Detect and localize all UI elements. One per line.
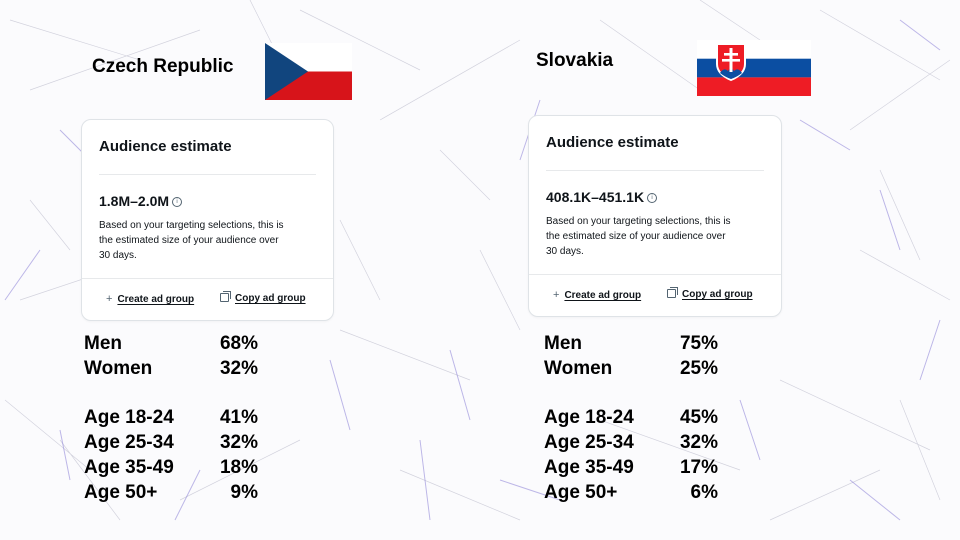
audience-estimate-card-slovakia: Audience estimate 408.1K–451.1K i Based o… bbox=[528, 115, 782, 317]
stat-value: 32% bbox=[219, 432, 258, 453]
stat-value: 75% bbox=[679, 333, 718, 354]
country-name-czech: Czech Republic bbox=[92, 56, 234, 77]
create-ad-group-label: Create ad group bbox=[564, 290, 642, 301]
copy-ad-group-label: Copy ad group bbox=[235, 293, 306, 304]
audience-estimate-card-czech: Audience estimate 1.8M–2.0M i Based on yo… bbox=[81, 119, 334, 321]
stat-label: Women bbox=[84, 358, 153, 379]
stat-label: Age 50+ bbox=[84, 482, 158, 503]
stat-label: Men bbox=[84, 333, 122, 354]
copy-icon bbox=[667, 287, 678, 298]
card-title: Audience estimate bbox=[99, 138, 232, 155]
stat-label: Age 35-49 bbox=[544, 457, 634, 478]
audience-range: 408.1K–451.1K i bbox=[546, 189, 658, 205]
stat-label: Age 18-24 bbox=[84, 407, 174, 428]
card-footer-divider bbox=[529, 274, 781, 275]
copy-icon bbox=[220, 291, 231, 302]
stat-value: 18% bbox=[219, 457, 258, 478]
country-name-slovakia: Slovakia bbox=[536, 50, 614, 71]
create-ad-group-button[interactable]: + Create ad group bbox=[553, 289, 641, 301]
copy-ad-group-label: Copy ad group bbox=[682, 289, 753, 300]
demographics-czech: Men 68% Women 32% Age 18-24 41% Age 25-3… bbox=[84, 333, 260, 513]
stat-value: 68% bbox=[219, 333, 258, 354]
info-icon[interactable]: i bbox=[172, 197, 183, 207]
audience-range-value: 408.1K–451.1K bbox=[546, 189, 645, 205]
audience-range: 1.8M–2.0M i bbox=[99, 193, 183, 209]
stat-value: 41% bbox=[219, 407, 258, 428]
stat-value: 17% bbox=[679, 457, 718, 478]
info-icon[interactable]: i bbox=[647, 193, 658, 203]
card-divider bbox=[546, 170, 764, 171]
stat-label: Age 35-49 bbox=[84, 457, 174, 478]
slovak-flag-icon bbox=[697, 40, 811, 96]
demographics-slovakia: Men 75% Women 25% Age 18-24 45% Age 25-3… bbox=[544, 333, 720, 513]
stat-value: 9% bbox=[230, 482, 258, 503]
czech-flag-icon bbox=[265, 43, 352, 100]
stat-label: Age 50+ bbox=[544, 482, 618, 503]
create-ad-group-button[interactable]: + Create ad group bbox=[106, 293, 194, 305]
copy-ad-group-button[interactable]: Copy ad group bbox=[667, 287, 753, 300]
card-divider bbox=[99, 174, 316, 175]
plus-icon: + bbox=[106, 293, 113, 305]
stat-value: 32% bbox=[219, 358, 258, 379]
audience-range-value: 1.8M–2.0M bbox=[99, 193, 170, 209]
stat-label: Age 25-34 bbox=[84, 432, 174, 453]
create-ad-group-label: Create ad group bbox=[117, 294, 195, 305]
stat-value: 45% bbox=[679, 407, 718, 428]
stat-value: 6% bbox=[690, 482, 718, 503]
audience-description: Based on your targeting selections, this… bbox=[546, 216, 731, 257]
card-footer-divider bbox=[82, 278, 333, 279]
stat-label: Age 25-34 bbox=[544, 432, 634, 453]
plus-icon: + bbox=[553, 289, 560, 301]
copy-ad-group-button[interactable]: Copy ad group bbox=[220, 291, 306, 304]
audience-description: Based on your targeting selections, this… bbox=[99, 220, 284, 261]
stat-label: Men bbox=[544, 333, 582, 354]
stat-label: Women bbox=[544, 358, 613, 379]
stat-label: Age 18-24 bbox=[544, 407, 634, 428]
card-title: Audience estimate bbox=[546, 134, 679, 151]
stat-value: 32% bbox=[679, 432, 718, 453]
stat-value: 25% bbox=[679, 358, 718, 379]
